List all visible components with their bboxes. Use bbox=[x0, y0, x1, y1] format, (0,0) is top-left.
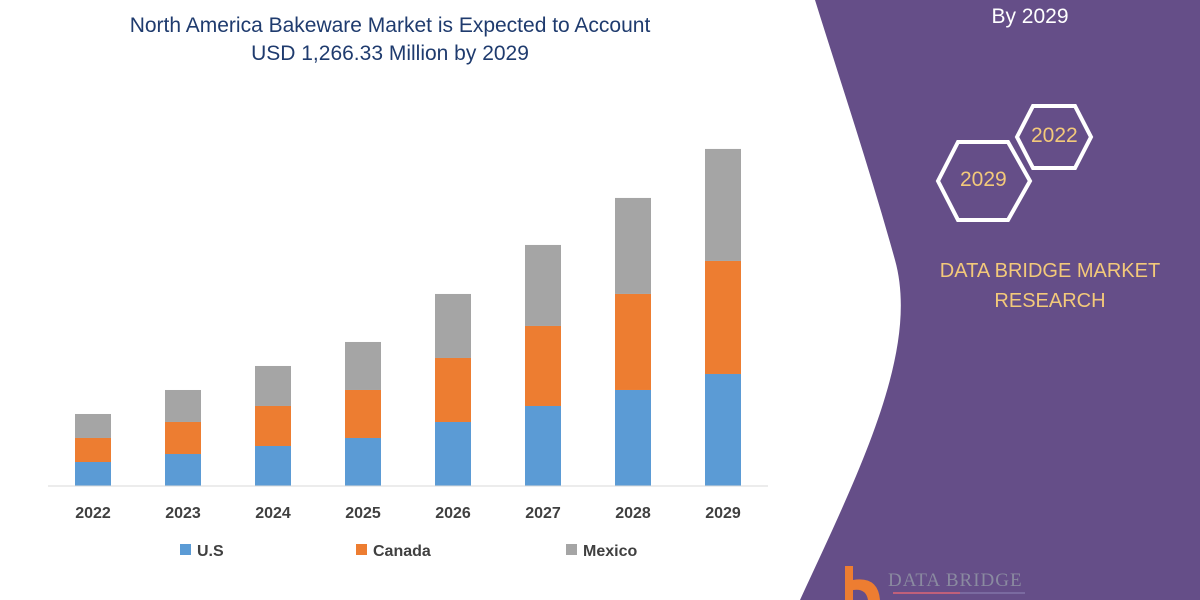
legend-label: Canada bbox=[373, 543, 431, 560]
bar-canada-2028 bbox=[615, 293, 651, 390]
bar-mexico-2024 bbox=[255, 365, 291, 406]
bar-us-2027 bbox=[525, 405, 561, 486]
bar-mexico-2023 bbox=[165, 389, 201, 422]
brand-line-1: DATA BRIDGE MARKET bbox=[939, 260, 1161, 282]
purple-panel bbox=[800, 0, 1200, 600]
legend-label: U.S bbox=[197, 543, 224, 560]
x-tick-label: 2023 bbox=[165, 505, 201, 522]
bar-us-2024 bbox=[255, 445, 291, 486]
bar-canada-2027 bbox=[525, 325, 561, 406]
bar-mexico-2027 bbox=[525, 244, 561, 326]
bar-us-2028 bbox=[615, 389, 651, 486]
chart-title: North America Bakeware Market is Expecte… bbox=[40, 12, 740, 68]
bar-mexico-2028 bbox=[615, 197, 651, 294]
title-line-2: USD 1,266.33 Million by 2029 bbox=[251, 42, 529, 65]
bar-canada-2023 bbox=[165, 421, 201, 454]
x-tick-label: 2027 bbox=[525, 505, 561, 522]
brand-line-2: RESEARCH bbox=[994, 290, 1106, 312]
hex-label-2022: 2022 bbox=[1031, 124, 1078, 147]
bar-canada-2029 bbox=[705, 260, 741, 374]
bar-us-2025 bbox=[345, 437, 381, 486]
hexagon-2022 bbox=[1014, 104, 1094, 170]
legend-swatch bbox=[566, 544, 577, 555]
bar-us-2026 bbox=[435, 421, 471, 486]
bar-mexico-2025 bbox=[345, 341, 381, 390]
x-tick-label: 2024 bbox=[255, 505, 291, 522]
legend-swatch bbox=[180, 544, 191, 555]
chart-area: 2022 2023 2024 2025 2026 2027 2028 2029 U.S Canad… bbox=[48, 148, 768, 560]
hex-label-2029: 2029 bbox=[960, 168, 1007, 191]
bar-canada-2026 bbox=[435, 357, 471, 422]
title-line-1: North America Bakeware Market is Expecte… bbox=[129, 14, 651, 37]
bar-mexico-2026 bbox=[435, 293, 471, 358]
bar-us-2022 bbox=[75, 461, 111, 486]
x-tick-label: 2028 bbox=[615, 505, 651, 522]
x-tick-label: 2025 bbox=[345, 505, 381, 522]
logo-text: DATA BRIDGE bbox=[888, 570, 1023, 591]
bar-canada-2022 bbox=[75, 437, 111, 462]
bar-mexico-2029 bbox=[705, 148, 741, 261]
legend-swatch bbox=[356, 544, 367, 555]
bar-us-2029 bbox=[705, 373, 741, 486]
bar-canada-2024 bbox=[255, 405, 291, 446]
bar-mexico-2022 bbox=[75, 413, 111, 438]
x-tick-label: 2026 bbox=[435, 505, 471, 522]
brand-name: DATA BRIDGE MARKET RESEARCH bbox=[920, 256, 1180, 316]
hexagon-badges bbox=[935, 104, 1094, 222]
panel-heading: By 2029 bbox=[991, 5, 1069, 28]
legend-label: Mexico bbox=[583, 543, 637, 560]
x-tick-label: 2029 bbox=[705, 505, 741, 522]
x-tick-label: 2022 bbox=[75, 505, 111, 522]
bar-canada-2025 bbox=[345, 389, 381, 438]
bar-us-2023 bbox=[165, 453, 201, 486]
logo-mark bbox=[845, 566, 1025, 600]
hexagon-2029 bbox=[935, 140, 1033, 222]
